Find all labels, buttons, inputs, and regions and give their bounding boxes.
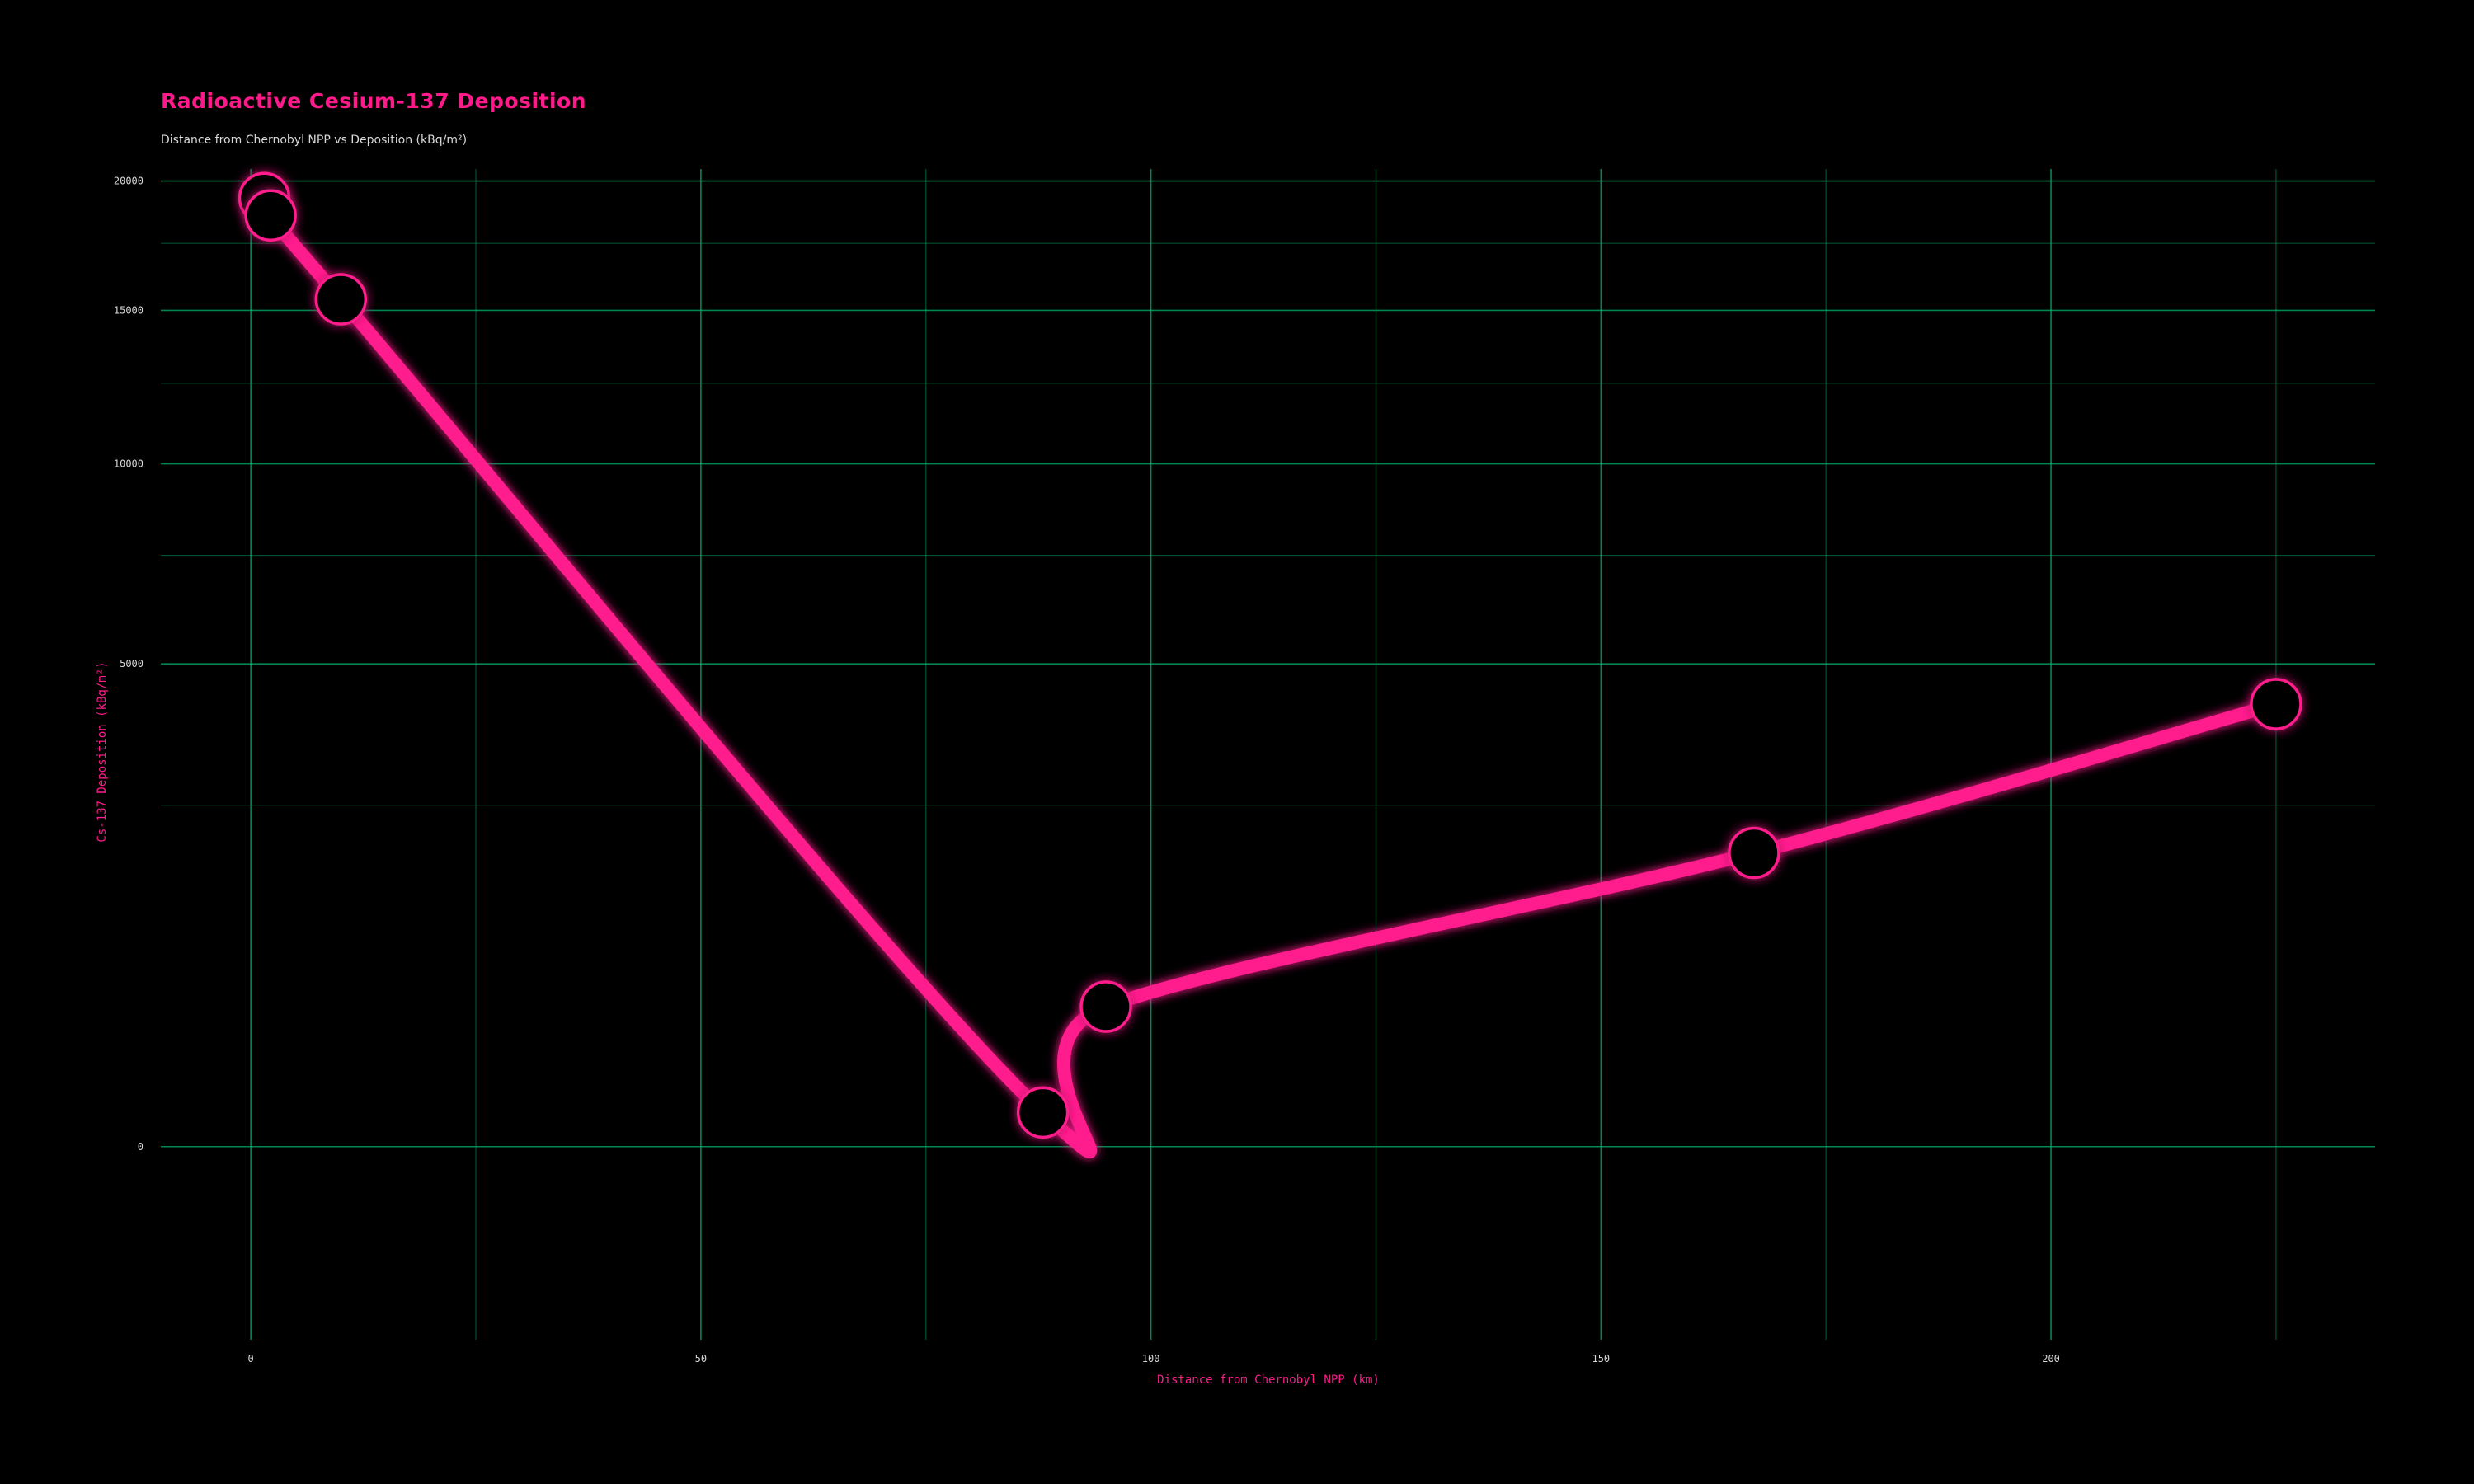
data-point[interactable] — [1079, 980, 1132, 1033]
data-point[interactable] — [1728, 826, 1780, 880]
tick-labels: 0 50 100 150 200 0 5000 10000 15000 20000 — [114, 176, 2060, 1364]
data-point[interactable] — [314, 273, 368, 326]
x-tick-label: 150 — [1592, 1353, 1610, 1364]
y-tick-label: 10000 — [114, 458, 143, 470]
data-points — [238, 171, 2302, 1139]
grid — [161, 169, 2375, 1340]
x-tick-label: 0 — [248, 1353, 254, 1364]
y-tick-label: 15000 — [114, 304, 143, 316]
series-line — [255, 191, 2283, 1159]
y-tick-label: 20000 — [114, 176, 143, 187]
y-axis-label: Cs-137 Deposition (kBq/m²) — [96, 661, 109, 842]
data-point[interactable] — [2250, 678, 2302, 730]
series-line-path — [255, 191, 2283, 1159]
x-tick-label: 50 — [695, 1353, 707, 1364]
y-tick-label: 5000 — [120, 658, 143, 669]
axis-labels: Distance from Chernobyl NPP (km) Cs-137 … — [96, 661, 1380, 1387]
chart-subtitle: Distance from Chernobyl NPP vs Depositio… — [161, 134, 468, 147]
x-tick-label: 200 — [2042, 1353, 2060, 1364]
y-tick-label: 0 — [138, 1141, 143, 1153]
data-point[interactable] — [1016, 1086, 1070, 1139]
chart-title: Radioactive Cesium-137 Deposition — [161, 89, 587, 113]
data-point[interactable] — [244, 189, 297, 242]
x-tick-label: 100 — [1142, 1353, 1160, 1364]
x-axis-label: Distance from Chernobyl NPP (km) — [1157, 1374, 1380, 1387]
